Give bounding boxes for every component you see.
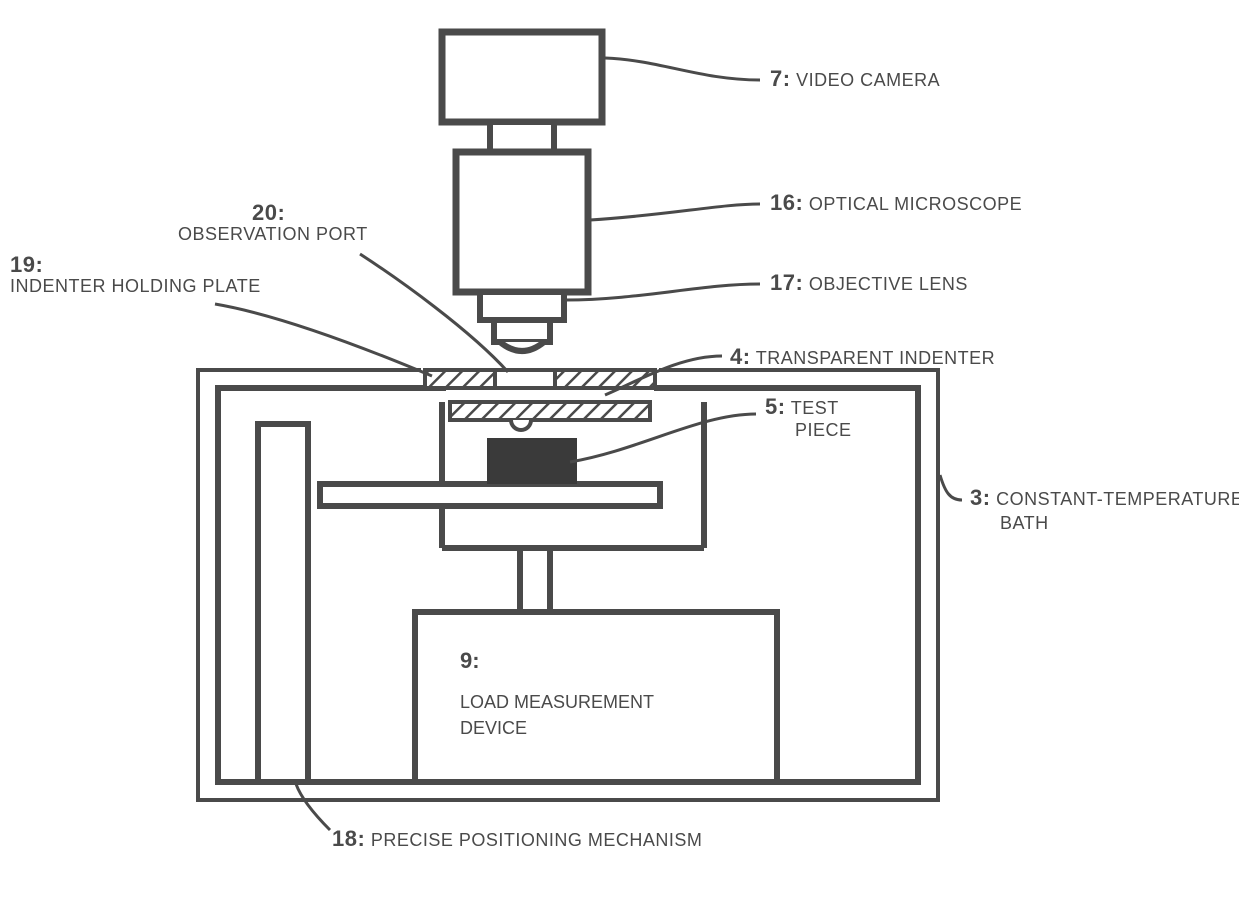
label-3-num: 3: (970, 485, 991, 510)
label-4-text: TRANSPARENT INDENTER (756, 348, 995, 368)
label-5-text2: PIECE (795, 420, 852, 440)
label-20-text: OBSERVATION PORT (178, 224, 368, 245)
label-17-text: OBJECTIVE LENS (809, 274, 968, 294)
label-19-num: 19: (10, 252, 43, 278)
label-4-num: 4: (730, 344, 751, 369)
label-3-text1: CONSTANT-TEMPERATURE (996, 489, 1239, 509)
diagram-stage: 9: LOAD MEASUREMENT DEVICE 7: VIDEO CAMERA… (0, 0, 1239, 904)
label-16-num: 16: (770, 190, 803, 215)
label-18-text: PRECISE POSITIONING MECHANISM (371, 830, 703, 850)
diagram-svg: 9: LOAD MEASUREMENT DEVICE (0, 0, 1239, 904)
label-4: 4: TRANSPARENT INDENTER (730, 344, 995, 370)
label-7-num: 7: (770, 66, 791, 91)
label-3-text2: BATH (1000, 513, 1049, 533)
label-18-num: 18: (332, 826, 365, 851)
label-7: 7: VIDEO CAMERA (770, 66, 940, 92)
label-17: 17: OBJECTIVE LENS (770, 270, 968, 296)
svg-text:DEVICE: DEVICE (460, 718, 527, 738)
label-17-num: 17: (770, 270, 803, 295)
label-5-num: 5: (765, 394, 786, 419)
svg-text:9:: 9: (460, 648, 480, 673)
label-3: 3: CONSTANT-TEMPERATURE BATH (970, 484, 1239, 534)
label-7-text: VIDEO CAMERA (796, 70, 940, 90)
svg-text:LOAD MEASUREMENT: LOAD MEASUREMENT (460, 692, 654, 712)
label-19-text: INDENTER HOLDING PLATE (10, 276, 261, 297)
label-20-num: 20: (252, 200, 285, 226)
label-16-text: OPTICAL MICROSCOPE (809, 194, 1022, 214)
label-16: 16: OPTICAL MICROSCOPE (770, 190, 1022, 216)
label-18: 18: PRECISE POSITIONING MECHANISM (332, 826, 702, 852)
label-5-text1: TEST (791, 398, 839, 418)
label-5: 5: TEST PIECE (765, 394, 852, 442)
